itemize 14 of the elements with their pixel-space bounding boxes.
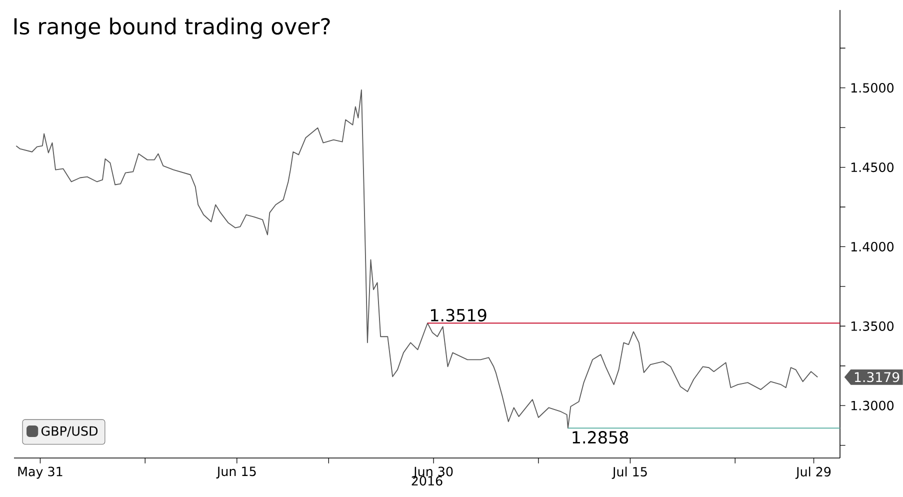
x-tick-label: Jun 15 — [216, 466, 256, 478]
x-tick-label: Jul 29 — [795, 466, 831, 479]
y-tick-label: 1.3500 — [851, 321, 894, 331]
legend-label: GBP/USD — [42, 426, 98, 437]
annotation: 1.3179 — [854, 372, 900, 382]
x-tick-label: Jul 15 — [612, 466, 647, 479]
chart-title: Is range bound trading over? — [14, 18, 330, 39]
annotation: 1.3519 — [430, 308, 486, 322]
y-tick-label: 1.3000 — [851, 400, 894, 410]
x-tick-label: May 31 — [18, 466, 62, 479]
annotation: 1.2858 — [572, 431, 628, 444]
y-tick-label: 1.5000 — [851, 83, 894, 93]
y-tick-label: 1.4500 — [851, 162, 894, 172]
y-tick-label: 1.4000 — [851, 242, 894, 252]
